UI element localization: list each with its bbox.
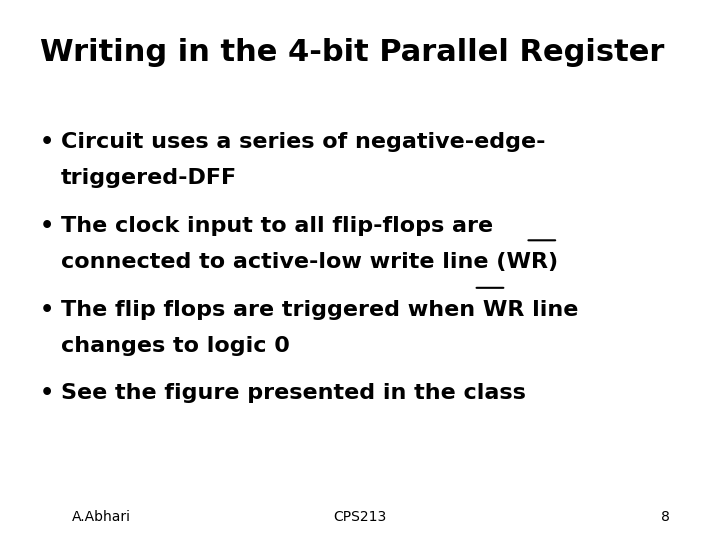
Text: •: •: [40, 383, 54, 403]
Text: Writing in the 4-bit Parallel Register: Writing in the 4-bit Parallel Register: [40, 38, 664, 67]
Text: CPS213: CPS213: [333, 510, 387, 524]
Text: The clock input to all flip-flops are: The clock input to all flip-flops are: [61, 216, 493, 236]
Text: connected to active-low write line (WR): connected to active-low write line (WR): [61, 252, 558, 272]
Text: changes to logic 0: changes to logic 0: [61, 336, 290, 356]
Text: Circuit uses a series of negative-edge-: Circuit uses a series of negative-edge-: [61, 132, 546, 152]
Text: •: •: [40, 216, 54, 236]
Text: The flip flops are triggered when WR line: The flip flops are triggered when WR lin…: [61, 300, 579, 320]
Text: •: •: [40, 132, 54, 152]
Text: See the figure presented in the class: See the figure presented in the class: [61, 383, 526, 403]
Text: •: •: [40, 300, 54, 320]
Text: triggered-DFF: triggered-DFF: [61, 168, 238, 188]
Text: 8: 8: [661, 510, 670, 524]
Text: A.Abhari: A.Abhari: [72, 510, 131, 524]
